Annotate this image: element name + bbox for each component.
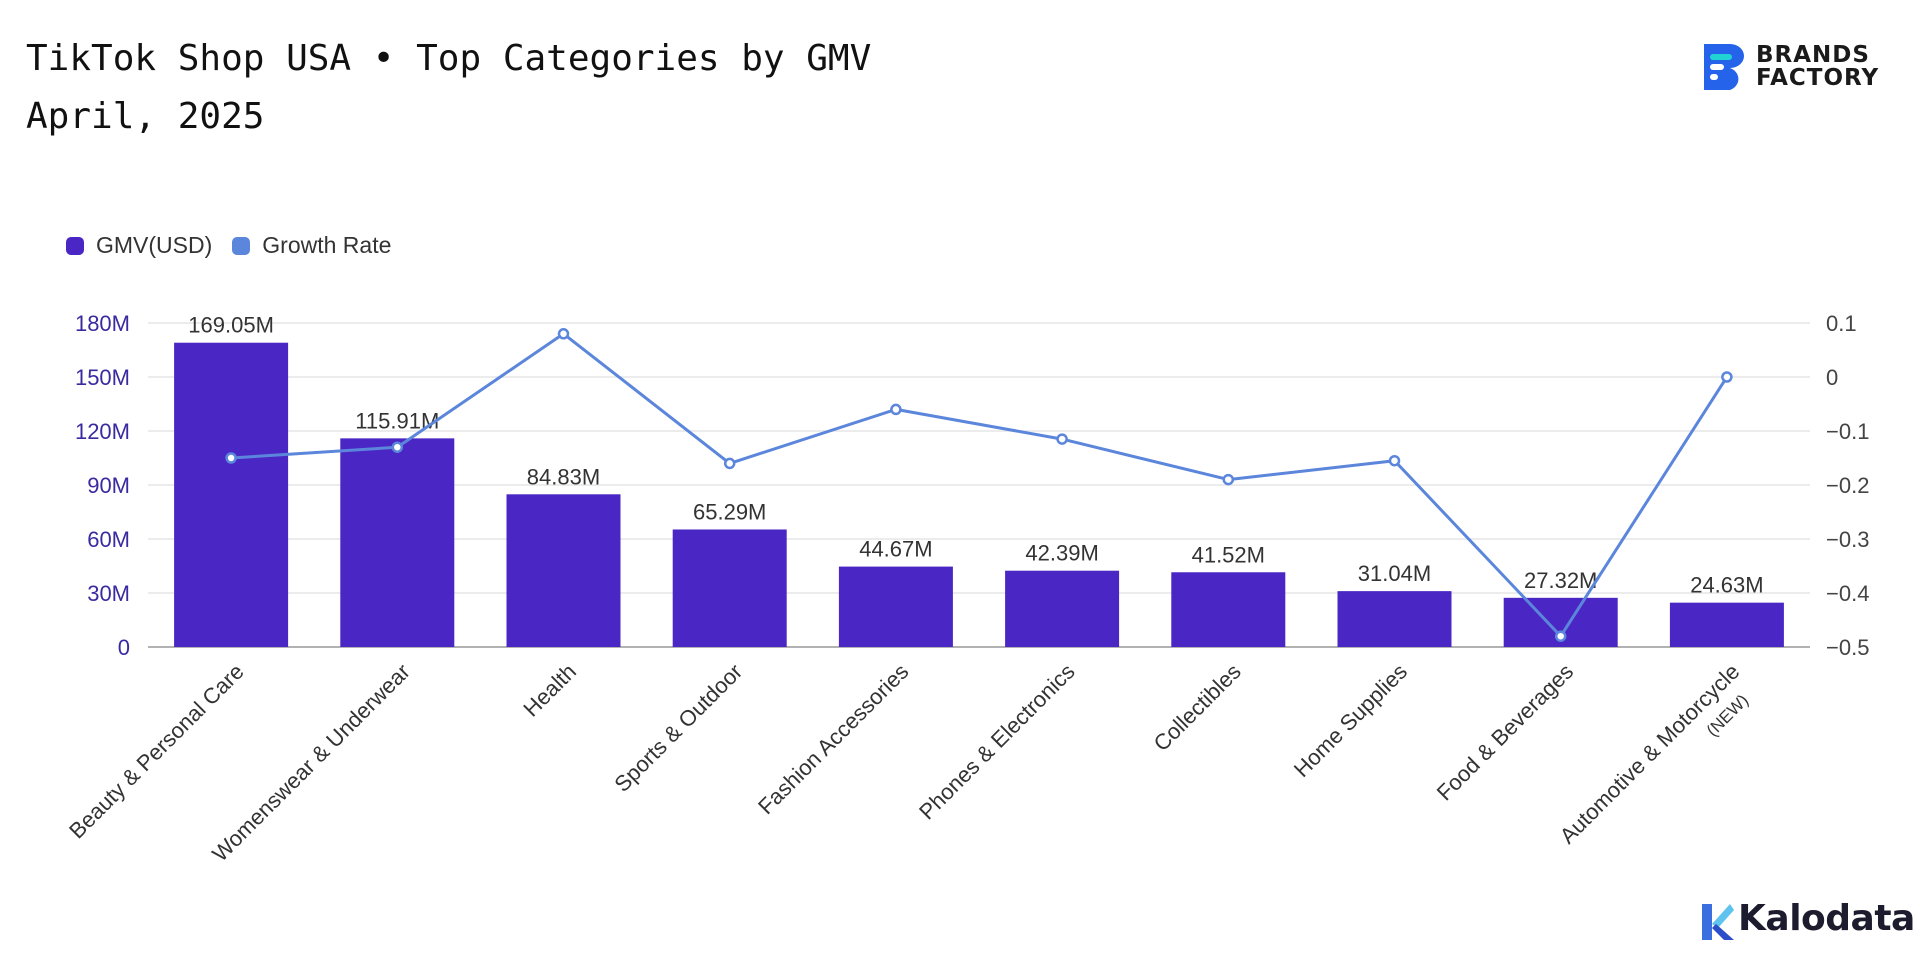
kalodata-logo: Kalodata bbox=[1700, 896, 1915, 946]
x-category-label: Health bbox=[518, 659, 581, 722]
growth-rate-point bbox=[1388, 454, 1401, 467]
legend-label-growth: Growth Rate bbox=[262, 232, 392, 258]
bar-data-label: 42.39M bbox=[1025, 541, 1098, 566]
y-left-tick-label: 60M bbox=[87, 527, 130, 552]
growth-rate-point bbox=[1554, 630, 1567, 642]
x-category-label: Collectibles bbox=[1149, 659, 1246, 756]
x-category-label: Fashion Accessories bbox=[753, 659, 913, 819]
bar-data-label: 27.32M bbox=[1524, 568, 1597, 593]
legend-label-gmv: GMV(USD) bbox=[96, 232, 213, 258]
bar-data-label: 41.52M bbox=[1192, 542, 1265, 567]
x-category-label-group: Beauty & Personal Care bbox=[64, 659, 249, 844]
x-category-label: Home Supplies bbox=[1289, 659, 1412, 782]
bar bbox=[1669, 602, 1784, 647]
y-left-tick-label: 30M bbox=[87, 581, 130, 606]
x-category-label-group: Womenswear & Underwear bbox=[207, 659, 415, 867]
y-right-tick-label: −0.2 bbox=[1826, 473, 1869, 498]
brands-factory-text: BRANDS FACTORY bbox=[1756, 44, 1879, 90]
bar-data-label: 31.04M bbox=[1358, 561, 1431, 586]
x-category-label: Food & Beverages bbox=[1432, 659, 1579, 806]
chart-title: TikTok Shop USA • Top Categories by GMV bbox=[26, 38, 872, 79]
x-category-label-group: Sports & Outdoor bbox=[609, 659, 747, 797]
brands-factory-icon bbox=[1704, 44, 1744, 90]
legend-swatch-gmv bbox=[66, 236, 84, 255]
bar bbox=[838, 566, 953, 647]
x-category-label: Automotive & Motorcycle bbox=[1555, 659, 1745, 849]
x-category-label: Womenswear & Underwear bbox=[207, 659, 415, 867]
kalodata-icon bbox=[1702, 904, 1734, 940]
legend-item-gmv[interactable]: GMV(USD) bbox=[66, 232, 212, 259]
growth-rate-point bbox=[391, 441, 404, 453]
bar-data-label: 169.05M bbox=[188, 313, 274, 338]
bar bbox=[1337, 591, 1452, 647]
brands-factory-logo: BRANDS FACTORY bbox=[1700, 42, 1905, 94]
x-category-label: Phones & Electronics bbox=[914, 659, 1080, 825]
y-left-tick-label: 180M bbox=[75, 311, 130, 336]
growth-rate-point bbox=[557, 328, 570, 340]
chart-legend: GMV(USD) Growth Rate bbox=[66, 232, 411, 259]
x-category-label-group: Automotive & Motorcycle(NEW) bbox=[1555, 659, 1753, 849]
growth-rate-point bbox=[890, 403, 902, 416]
bar bbox=[340, 438, 455, 647]
x-category-label-group: Phones & Electronics bbox=[914, 659, 1080, 825]
x-category-label: Beauty & Personal Care bbox=[64, 659, 249, 844]
kalodata-text: Kalodata bbox=[1738, 898, 1915, 939]
bar-data-label: 115.91M bbox=[355, 408, 439, 433]
x-category-label-group: Fashion Accessories bbox=[753, 659, 913, 819]
y-left-tick-label: 150M bbox=[75, 365, 130, 390]
growth-rate-point bbox=[225, 452, 237, 464]
bar-data-label: 65.29M bbox=[693, 499, 766, 524]
bar bbox=[506, 494, 621, 647]
y-right-tick-label: −0.1 bbox=[1826, 419, 1869, 444]
bar bbox=[174, 342, 289, 647]
y-left-tick-label: 0 bbox=[118, 635, 130, 660]
y-left-tick-label: 120M bbox=[75, 419, 130, 444]
growth-rate-line bbox=[231, 332, 1729, 638]
legend-item-growth[interactable]: Growth Rate bbox=[232, 232, 391, 259]
growth-rate-point bbox=[1056, 433, 1068, 445]
y-right-tick-label: −0.3 bbox=[1826, 527, 1869, 552]
brand-line-2: FACTORY bbox=[1756, 65, 1880, 91]
chart-subtitle: April, 2025 bbox=[26, 96, 265, 137]
growth-rate-point bbox=[1721, 371, 1733, 383]
brand-line-1: BRANDS bbox=[1756, 42, 1870, 68]
bar-data-label: 24.63M bbox=[1690, 573, 1763, 598]
x-category-label-group: Collectibles bbox=[1149, 659, 1246, 756]
bar-data-label: 84.83M bbox=[527, 464, 600, 489]
x-category-label: Sports & Outdoor bbox=[609, 659, 747, 797]
growth-rate-point bbox=[1222, 473, 1235, 486]
growth-rate-point bbox=[723, 457, 736, 470]
y-right-tick-label: −0.4 bbox=[1826, 581, 1869, 606]
x-category-label-group: Food & Beverages bbox=[1432, 659, 1579, 806]
y-right-tick-label: −0.5 bbox=[1826, 635, 1869, 660]
x-category-label-group: Health bbox=[518, 659, 581, 722]
x-category-label-group: Home Supplies bbox=[1289, 659, 1412, 782]
bar bbox=[1171, 572, 1286, 647]
y-right-tick-label: 0.1 bbox=[1826, 311, 1857, 336]
bar bbox=[672, 529, 787, 647]
chart-title-block: TikTok Shop USA • Top Categories by GMV … bbox=[26, 30, 871, 146]
y-left-tick-label: 90M bbox=[87, 473, 130, 498]
legend-swatch-growth bbox=[232, 236, 251, 255]
bar-data-label: 44.67M bbox=[859, 537, 932, 562]
bar bbox=[1005, 570, 1120, 647]
y-right-tick-label: 0 bbox=[1826, 365, 1838, 390]
